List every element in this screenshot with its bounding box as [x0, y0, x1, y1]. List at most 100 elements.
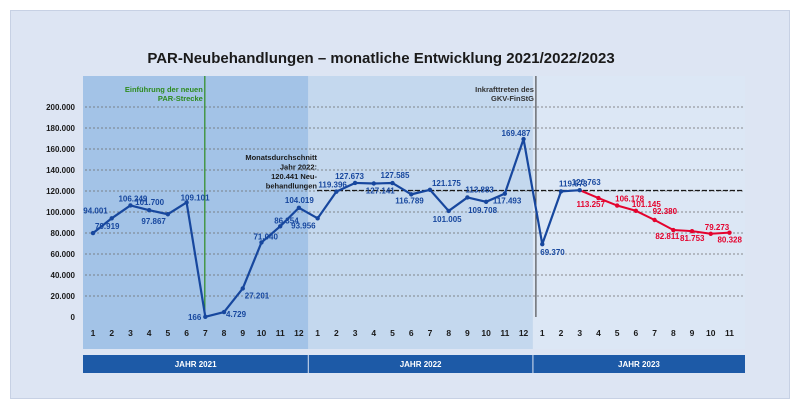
main-series-point [409, 192, 414, 197]
reference-line-label: Monatsdurchschnitt [245, 153, 317, 162]
x-tick-label: 11 [725, 328, 734, 338]
main-series-point [521, 136, 526, 142]
x-tick-label: 3 [577, 328, 582, 338]
main-series-point [109, 216, 114, 221]
x-tick-label: 9 [240, 328, 245, 338]
y-tick-label: 0 [71, 313, 76, 322]
main-data-label: 93.956 [291, 221, 316, 230]
x-tick-label: 1 [315, 328, 320, 338]
main-data-label: 94.001 [83, 206, 108, 215]
main-data-label: 109.101 [181, 193, 210, 202]
x-tick-label: 3 [128, 328, 133, 338]
main-series-point [558, 189, 564, 194]
main-series-point [352, 180, 358, 186]
year-bar [83, 355, 745, 373]
line-chart: PAR-Neubehandlungen – monatliche Entwick… [46, 50, 745, 373]
main-data-label: 113.883 [465, 185, 494, 194]
x-tick-label: 9 [690, 328, 695, 338]
main-series-point [465, 195, 470, 200]
main-data-label: 121.175 [432, 179, 461, 188]
forecast-data-label: 81.753 [680, 234, 705, 243]
x-tick-label: 11 [500, 328, 509, 338]
forecast-data-label: 113.257 [576, 200, 605, 209]
main-series-point [502, 191, 508, 196]
annotation-gkv-label: GKV-FinStG [491, 94, 534, 103]
x-tick-label: 12 [519, 328, 529, 338]
main-series-point [184, 200, 189, 205]
main-data-label: 117.493 [493, 197, 522, 206]
forecast-series-point [671, 227, 676, 233]
y-tick-label: 20.000 [51, 292, 76, 301]
x-tick-label: 7 [203, 328, 208, 338]
x-tick-label: 4 [371, 328, 376, 338]
forecast-series-point [689, 228, 695, 234]
x-tick-label: 5 [390, 328, 395, 338]
main-data-label: 71.040 [253, 232, 278, 241]
forecast-series-point [727, 230, 732, 235]
x-tick-label: 8 [222, 328, 227, 338]
main-data-label: 97.867 [141, 217, 166, 226]
forecast-series-point [708, 231, 713, 236]
main-data-label: 166 [188, 313, 202, 322]
main-data-label: 106.249 [118, 194, 147, 203]
x-tick-label: 4 [147, 328, 152, 338]
annotation-gkv-label: Inkrafttreten des [475, 85, 534, 94]
x-tick-label: 6 [409, 328, 414, 338]
main-data-label: 109.708 [468, 206, 497, 215]
main-data-label: 86.354 [274, 216, 299, 225]
main-series-point [371, 181, 376, 186]
chart-frame: PAR-Neubehandlungen – monatliche Entwick… [10, 10, 790, 399]
year-label: JAHR 2021 [175, 360, 217, 369]
main-series-point [259, 240, 264, 245]
x-tick-label: 5 [166, 328, 171, 338]
year-band-2 [308, 76, 533, 349]
forecast-data-label: 101.145 [632, 200, 661, 209]
x-tick-label: 12 [294, 328, 304, 338]
forecast-series-point [596, 195, 601, 201]
x-tick-label: 5 [615, 328, 620, 338]
year-band-1 [83, 76, 309, 349]
x-tick-label: 2 [334, 328, 339, 338]
forecast-data-label: 80.328 [717, 236, 742, 245]
forecast-series-point [652, 217, 657, 223]
forecast-series-point [633, 208, 639, 213]
reference-line-label: 120.441 Neu- [271, 172, 317, 181]
main-data-label: 120.763 [572, 178, 601, 187]
main-data-label: 104.019 [285, 196, 314, 205]
x-tick-label: 10 [706, 328, 716, 338]
y-tick-label: 160.000 [46, 145, 75, 154]
main-series-point [278, 224, 283, 229]
main-series-point [128, 203, 133, 208]
main-series-point [334, 189, 339, 194]
x-tick-label: 7 [652, 328, 657, 338]
main-series-point [296, 205, 302, 210]
x-tick-label: 4 [596, 328, 601, 338]
main-data-label: 4.729 [226, 310, 247, 319]
main-series-point [483, 199, 489, 205]
y-tick-label: 40.000 [51, 271, 76, 280]
x-tick-label: 6 [634, 328, 639, 338]
forecast-data-label: 92.380 [653, 207, 678, 216]
x-tick-label: 10 [257, 328, 267, 338]
main-data-label: 119.396 [318, 181, 347, 190]
main-data-label: 101.700 [135, 198, 164, 207]
y-tick-label: 120.000 [46, 187, 75, 196]
x-tick-label: 1 [540, 328, 545, 338]
y-tick-label: 80.000 [51, 229, 76, 238]
main-data-label: 116.789 [395, 196, 424, 205]
main-data-label: 127.141 [366, 187, 395, 196]
x-tick-label: 8 [671, 328, 676, 338]
main-data-label: 69.370 [540, 248, 565, 257]
main-data-label: 79.919 [95, 222, 120, 231]
x-tick-label: 11 [276, 328, 285, 338]
main-series-point [446, 208, 451, 214]
x-tick-label: 2 [109, 328, 114, 338]
y-tick-label: 200.000 [46, 103, 75, 112]
forecast-series-point [614, 203, 620, 208]
main-data-label: 119.573 [559, 179, 588, 188]
forecast-data-label: 82.811 [655, 232, 680, 241]
y-tick-label: 140.000 [46, 166, 75, 175]
forecast-data-label: 106.178 [615, 195, 644, 204]
main-data-label: 101.005 [433, 215, 462, 224]
x-tick-label: 7 [428, 328, 433, 338]
